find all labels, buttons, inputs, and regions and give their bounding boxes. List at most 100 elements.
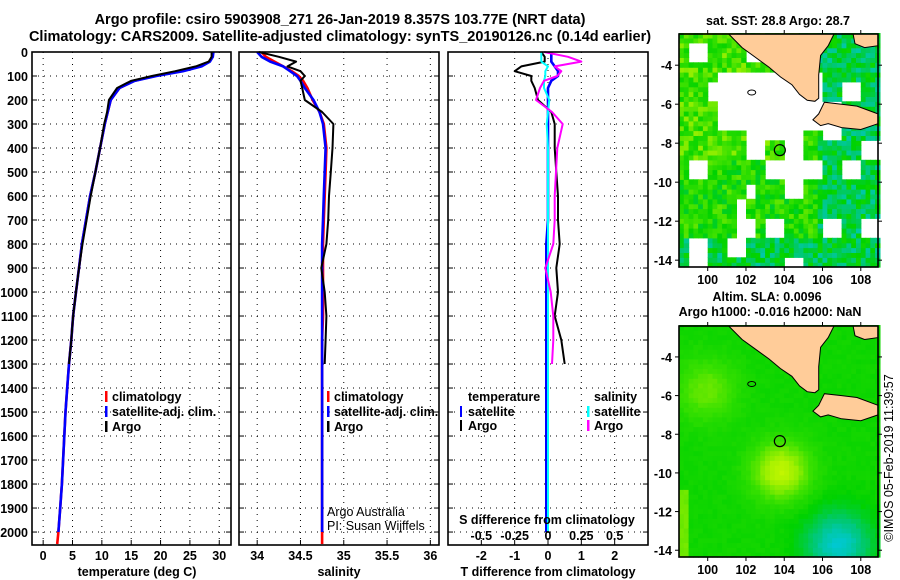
map-cell [736, 474, 742, 481]
map-cell [822, 489, 828, 495]
map-cell [817, 503, 824, 510]
map-cell [679, 96, 685, 102]
map-cell [722, 140, 728, 146]
map-cell [808, 247, 814, 253]
map-cell [865, 86, 871, 93]
map-cell [803, 460, 809, 466]
map-cell [746, 252, 752, 258]
lat-tick-label: -14 [654, 544, 672, 558]
map-cell [707, 344, 714, 350]
map-cell [851, 383, 857, 389]
map-cell [779, 198, 785, 205]
map-cell [755, 159, 761, 166]
map-cell [774, 383, 781, 389]
map-cell [679, 223, 685, 229]
map-cell [827, 159, 833, 166]
x-tick-label: -2 [476, 549, 487, 563]
map-cell [683, 179, 690, 185]
map-cell [707, 445, 714, 452]
map-cell [846, 518, 852, 524]
map-cell [750, 489, 757, 495]
map-cell [683, 262, 690, 268]
map-cell [726, 416, 733, 423]
map-cell [865, 237, 871, 244]
map-cell [851, 223, 857, 229]
map-cell [679, 441, 685, 447]
map-cell [760, 228, 766, 234]
map-cell [679, 421, 685, 428]
map-cell [841, 334, 847, 341]
map-cell [822, 198, 828, 205]
map-cell [698, 523, 704, 529]
map-cell [798, 421, 804, 428]
map-cell [741, 189, 747, 195]
map-cell [841, 135, 847, 141]
map-cell [798, 484, 804, 490]
map-cell [851, 203, 857, 210]
map-cell [779, 257, 785, 263]
map-cell [812, 237, 819, 244]
map-cell [827, 252, 833, 258]
map-cell [846, 237, 852, 244]
map-cell [793, 450, 800, 457]
map-cell [698, 150, 704, 156]
map-cell [832, 193, 838, 200]
map-cell [870, 257, 876, 263]
map-cell [851, 232, 857, 239]
map-cell [765, 242, 771, 249]
map-cell [722, 135, 728, 141]
map-cell [827, 72, 833, 78]
map-cell [698, 489, 704, 495]
map-cell [827, 450, 833, 457]
map-cell [808, 523, 814, 529]
map-cell [726, 441, 733, 447]
map-cell [832, 489, 838, 495]
map-cell [870, 262, 876, 268]
map-cell [736, 130, 742, 136]
map-cell [693, 96, 699, 102]
map-cell [846, 455, 852, 461]
map-cell [679, 547, 685, 553]
map-cell [803, 193, 809, 200]
map-cell [865, 552, 871, 558]
map-cell [808, 237, 814, 244]
map-cell [836, 184, 843, 190]
map-cell [808, 242, 814, 249]
map-cell [750, 213, 757, 219]
map-cell [712, 42, 718, 49]
map-cell [865, 484, 871, 490]
map-cell [827, 547, 833, 553]
map-cell [836, 252, 843, 258]
map-cell [736, 547, 742, 553]
map-cell [702, 465, 709, 471]
map-cell [789, 532, 795, 539]
map-cell [707, 154, 714, 161]
map-cell [717, 508, 723, 515]
map-cell [836, 460, 843, 466]
legend-swatch-argo [105, 421, 108, 432]
map-cell [851, 363, 857, 370]
map-cell [698, 33, 704, 39]
map-cell [812, 135, 819, 141]
map-cell [779, 513, 785, 519]
map-cell [698, 392, 704, 399]
map-cell [679, 72, 685, 78]
map-cell [865, 378, 871, 384]
map-cell [726, 518, 733, 524]
map-cell [726, 145, 733, 151]
series-line-salinity-satellite [540, 52, 551, 532]
map-cell [736, 174, 742, 180]
map-cell [736, 169, 742, 175]
map-cell [793, 203, 800, 210]
map-cell [822, 247, 828, 253]
map-cell [698, 349, 704, 355]
map-cell [856, 247, 862, 253]
map-cell [746, 373, 752, 379]
map-cell [817, 518, 824, 524]
map-cell [741, 421, 747, 428]
map-cell [712, 416, 718, 423]
map-cell [789, 503, 795, 510]
map-cell [860, 247, 867, 253]
map-cell [741, 494, 747, 500]
map-cell [784, 407, 790, 413]
